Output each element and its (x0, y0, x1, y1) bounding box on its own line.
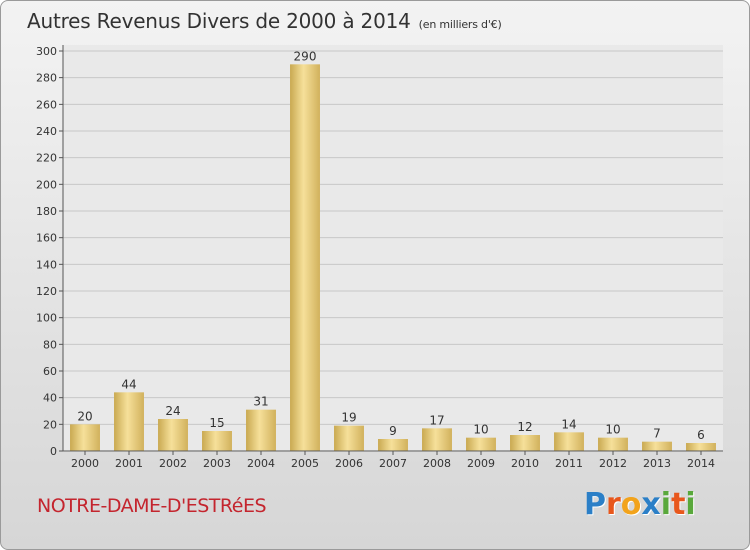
data-label: 15 (209, 416, 224, 430)
unit-text: (en milliers d'€) (418, 18, 502, 31)
location-name: NOTRE-DAME-D'ESTRéES (37, 495, 267, 517)
bar-2005 (290, 64, 320, 452)
title-text: Autres Revenus Divers de 2000 à 2014 (27, 9, 411, 33)
data-label: 12 (517, 420, 532, 434)
x-tick-label: 2003 (203, 457, 231, 470)
x-tick-label: 2013 (643, 457, 671, 470)
chart-title: Autres Revenus Divers de 2000 à 2014 (en … (27, 9, 502, 33)
x-tick-label: 2005 (291, 457, 319, 470)
bar-2008 (422, 428, 452, 451)
logo-letter: r (606, 487, 621, 522)
y-tick-label: 20 (43, 418, 57, 431)
x-tick-label: 2004 (247, 457, 275, 470)
bar-2002 (158, 419, 188, 451)
logo-letter: i (685, 487, 696, 522)
y-tick-label: 160 (36, 232, 57, 245)
bar-2011 (554, 432, 584, 451)
x-tick-label: 2012 (599, 457, 627, 470)
bar-2013 (642, 441, 672, 451)
data-label: 19 (341, 411, 356, 425)
proxiti-logo[interactable]: Proxiti (584, 487, 696, 522)
data-label: 20 (77, 409, 92, 423)
x-tick-label: 2010 (511, 457, 539, 470)
bar-2007 (378, 439, 408, 451)
bar-2006 (334, 425, 364, 451)
logo-letter: x (641, 487, 661, 522)
data-label: 10 (605, 423, 620, 437)
logo-letter: o (620, 487, 642, 522)
data-label: 10 (473, 423, 488, 437)
bar-2010 (510, 435, 540, 451)
y-tick-label: 120 (36, 285, 57, 298)
data-label: 44 (121, 377, 136, 391)
bar-2014 (686, 443, 716, 451)
x-tick-label: 2000 (71, 457, 99, 470)
logo-letter: t (671, 487, 686, 522)
data-label: 31 (253, 395, 268, 409)
data-label: 290 (294, 49, 317, 63)
y-tick-label: 0 (50, 445, 57, 458)
x-tick-label: 2014 (687, 457, 715, 470)
logo-letter: i (660, 487, 672, 522)
data-label: 14 (561, 417, 576, 431)
bars: 20 44 24 15 31 290 19 9 17 10 12 14 10 7 6 (70, 49, 716, 452)
bar-2012 (598, 437, 628, 451)
data-label: 6 (697, 428, 705, 442)
plot-area (63, 45, 723, 452)
bar-2000 (70, 424, 100, 451)
y-tick-label: 100 (36, 312, 57, 325)
y-tick-label: 80 (43, 338, 57, 351)
data-label: 17 (429, 413, 444, 427)
bar-2001 (114, 392, 144, 451)
logo-letter: P (584, 487, 606, 522)
x-axis: 2000 2001 2002 2003 2004 2005 2006 2007 2008 2009… (63, 450, 723, 470)
y-tick-label: 240 (36, 125, 57, 138)
y-tick-label: 280 (36, 72, 57, 85)
bar-2009 (466, 437, 496, 451)
x-tick-label: 2002 (159, 457, 187, 470)
x-tick-label: 2008 (423, 457, 451, 470)
data-label: 7 (653, 427, 661, 441)
y-tick-label: 200 (36, 178, 57, 191)
x-tick-label: 2001 (115, 457, 143, 470)
y-tick-label: 260 (36, 98, 57, 111)
x-tick-label: 2009 (467, 457, 495, 470)
bar-2004 (246, 409, 276, 451)
x-tick-label: 2011 (555, 457, 583, 470)
y-tick-label: 180 (36, 205, 57, 218)
y-tick-label: 60 (43, 365, 57, 378)
x-tick-label: 2006 (335, 457, 363, 470)
y-tick-label: 40 (43, 392, 57, 405)
y-tick-label: 140 (36, 258, 57, 271)
x-tick-label: 2007 (379, 457, 407, 470)
data-label: 24 (165, 404, 180, 418)
y-tick-label: 300 (36, 45, 57, 58)
data-label: 9 (389, 424, 397, 438)
y-tick-label: 220 (36, 152, 57, 165)
y-axis: 0 20 40 60 80 100 120 140 160 180 200 220 240 260 280 3… (36, 45, 64, 458)
bar-2003 (202, 431, 232, 451)
